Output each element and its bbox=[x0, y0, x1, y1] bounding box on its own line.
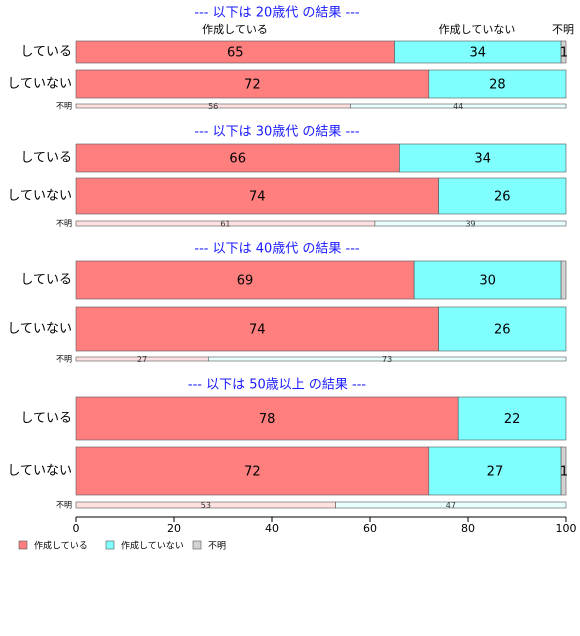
bar-segment-not-made bbox=[350, 103, 567, 109]
group-title-4: --- 以下は 50歳以上 の結果 --- bbox=[188, 378, 367, 393]
data-label: 53 bbox=[201, 501, 211, 510]
bar-row-1-2: していない 72 28 bbox=[7, 69, 567, 99]
bar-row-2-3: 不明 61 39 bbox=[56, 219, 567, 229]
row-label: していない bbox=[7, 464, 72, 479]
bar-row-4-1: している 78 22 bbox=[20, 396, 567, 441]
x-tick-label: 40 bbox=[265, 522, 279, 535]
row-label: していない bbox=[7, 189, 72, 204]
row-label: していない bbox=[7, 322, 72, 337]
legend-item-1: 作成している bbox=[18, 540, 88, 552]
legend-swatch bbox=[18, 540, 28, 550]
row-label: している bbox=[20, 273, 72, 288]
legend-item-3: 不明 bbox=[192, 540, 226, 552]
data-label: 73 bbox=[382, 355, 392, 364]
x-tick-label: 80 bbox=[461, 522, 475, 535]
group-title-3: --- 以下は 40歳代 の結果 --- bbox=[194, 242, 360, 257]
group-titles: --- 以下は 20歳代 の結果 --- --- 以下は 30歳代 の結果 ---… bbox=[188, 6, 367, 393]
data-label: 26 bbox=[494, 190, 511, 205]
bar-segment-not-made bbox=[438, 306, 567, 352]
column-header-2: 作成していない bbox=[439, 23, 516, 36]
data-label: 44 bbox=[453, 102, 463, 111]
x-tick-label: 100 bbox=[556, 522, 577, 535]
bar-segment-not-made bbox=[428, 446, 562, 496]
legend-swatch bbox=[192, 540, 202, 550]
legend-item-2: 作成していない bbox=[105, 540, 184, 552]
legend: 作成している 作成していない 不明 bbox=[18, 540, 226, 552]
column-header-3: 不明 bbox=[552, 23, 574, 36]
bar-rows: している 65 34 1 していない 72 28 不明 56 44 している 66 34 していない 74 2… bbox=[7, 40, 568, 510]
bar-segment-made bbox=[75, 446, 430, 496]
bar-segment-not-made bbox=[208, 356, 567, 362]
row-label: している bbox=[20, 151, 72, 166]
bar-segment-made bbox=[75, 143, 400, 173]
legend-label: 作成していない bbox=[121, 540, 184, 552]
legend-label: 作成している bbox=[34, 540, 88, 552]
data-label: 69 bbox=[237, 274, 254, 289]
data-label: 34 bbox=[470, 46, 487, 61]
bar-segment-made bbox=[75, 177, 439, 215]
bar-row-3-1: している 69 30 bbox=[20, 260, 567, 300]
bar-segment-unknown bbox=[560, 260, 567, 300]
bar-segment-not-made bbox=[428, 69, 567, 99]
data-label: 27 bbox=[137, 355, 147, 364]
data-label: 39 bbox=[465, 220, 475, 229]
group-title-1: --- 以下は 20歳代 の結果 --- bbox=[194, 6, 360, 21]
bar-row-3-2: していない 74 26 bbox=[7, 306, 567, 352]
data-label: 74 bbox=[249, 190, 266, 205]
bar-row-2-2: していない 74 26 bbox=[7, 177, 567, 215]
row-label: 不明 bbox=[56, 102, 72, 111]
group-title-2: --- 以下は 30歳代 の結果 --- bbox=[194, 125, 360, 140]
data-label: 65 bbox=[227, 46, 244, 61]
bar-segment-made bbox=[75, 396, 459, 441]
data-label: 47 bbox=[446, 501, 456, 510]
legend-label: 不明 bbox=[208, 541, 226, 552]
data-label: 72 bbox=[244, 78, 261, 93]
bar-row-4-2: していない 72 27 1 bbox=[7, 446, 568, 496]
row-label: 不明 bbox=[56, 501, 72, 510]
data-label: 28 bbox=[489, 78, 506, 93]
bar-segment-not-made bbox=[457, 396, 567, 441]
bar-row-1-3: 不明 56 44 bbox=[56, 102, 567, 111]
row-label: 不明 bbox=[56, 219, 72, 228]
column-headers: 作成している 作成していない 不明 bbox=[202, 23, 574, 36]
bar-row-3-3: 不明 27 73 bbox=[56, 355, 567, 364]
bar-segment-made bbox=[75, 306, 439, 352]
data-label: 74 bbox=[249, 323, 266, 338]
bar-row-1-1: している 65 34 1 bbox=[20, 40, 568, 64]
x-tick-label: 0 bbox=[73, 522, 80, 535]
bar-segment-made bbox=[75, 69, 430, 99]
data-label: 1 bbox=[560, 46, 568, 61]
bar-segment-not-made bbox=[399, 143, 567, 173]
bar-segment-unknown bbox=[560, 40, 567, 64]
data-label: 1 bbox=[560, 465, 568, 480]
data-label: 56 bbox=[208, 102, 218, 111]
data-label: 26 bbox=[494, 323, 511, 338]
data-label: 22 bbox=[504, 412, 521, 427]
bar-row-2-1: している 66 34 bbox=[20, 143, 567, 173]
row-label: している bbox=[20, 411, 72, 426]
data-label: 34 bbox=[474, 152, 491, 167]
bar-row-4-3: 不明 53 47 bbox=[56, 501, 567, 510]
data-label: 61 bbox=[220, 220, 230, 229]
data-label: 27 bbox=[487, 465, 504, 480]
data-label: 66 bbox=[229, 152, 246, 167]
bar-segment-unknown bbox=[560, 446, 567, 496]
row-label: している bbox=[20, 45, 72, 60]
row-label: 不明 bbox=[56, 355, 72, 364]
data-label: 30 bbox=[479, 274, 496, 289]
legend-swatch bbox=[105, 540, 115, 550]
data-label: 72 bbox=[244, 465, 261, 480]
x-axis: 0 20 40 60 80 100 bbox=[73, 516, 577, 535]
data-label: 78 bbox=[259, 412, 276, 427]
row-label: していない bbox=[7, 77, 72, 92]
bar-segment-not-made bbox=[438, 177, 567, 215]
bar-segment-not-made bbox=[374, 220, 567, 227]
x-tick-label: 20 bbox=[167, 522, 181, 535]
bar-segment-not-made bbox=[413, 260, 562, 300]
bar-segment-not-made bbox=[335, 501, 567, 509]
x-tick-label: 60 bbox=[363, 522, 377, 535]
column-header-1: 作成している bbox=[202, 23, 268, 36]
